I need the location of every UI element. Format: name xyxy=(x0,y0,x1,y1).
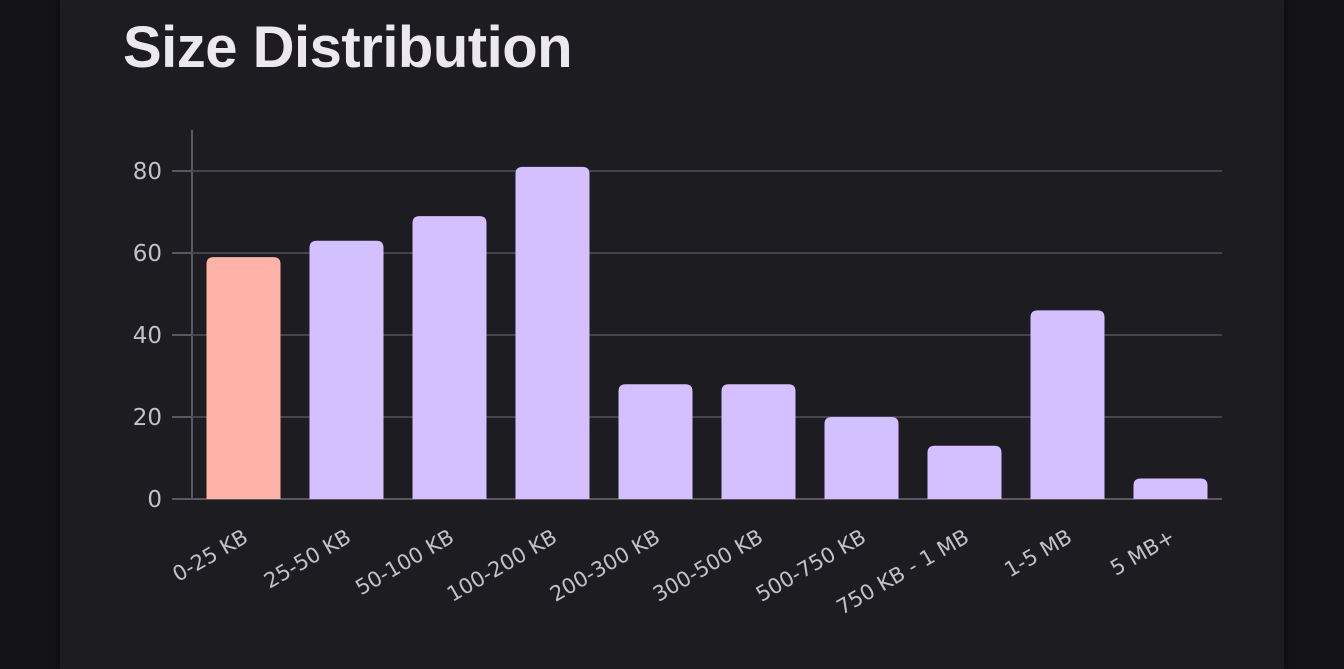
bar-100-200-kb xyxy=(515,166,590,499)
bar-300-500-kb xyxy=(721,384,796,499)
y-tick-label: 40 xyxy=(133,323,162,349)
y-tick-label: 0 xyxy=(147,487,162,513)
x-tick-label: 200-300 KB xyxy=(546,525,664,607)
x-tick-label: 100-200 KB xyxy=(443,525,561,607)
bar-0-25-kb xyxy=(206,257,281,499)
bar-500-750-kb xyxy=(824,417,899,499)
x-tick-label: 1-5 MB xyxy=(1000,525,1076,583)
bar-25-50-kb xyxy=(309,240,384,499)
y-tick-label: 20 xyxy=(133,405,162,431)
bar-750-kb-1-mb xyxy=(927,445,1002,499)
bar-5-mb- xyxy=(1133,478,1208,499)
y-tick-label: 80 xyxy=(133,159,162,185)
y-tick-label: 60 xyxy=(133,241,162,267)
x-tick-label: 25-50 KB xyxy=(260,525,355,594)
x-tick-label: 0-25 KB xyxy=(169,525,252,587)
x-tick-label: 5 MB+ xyxy=(1106,525,1179,581)
bar-200-300-kb xyxy=(618,384,693,499)
chart-title: Size Distribution xyxy=(123,15,573,80)
bar-1-5-mb xyxy=(1030,310,1105,499)
x-tick-label: 300-500 KB xyxy=(649,525,767,607)
bar-50-100-kb xyxy=(412,216,487,499)
x-tick-label: 50-100 KB xyxy=(351,525,458,600)
